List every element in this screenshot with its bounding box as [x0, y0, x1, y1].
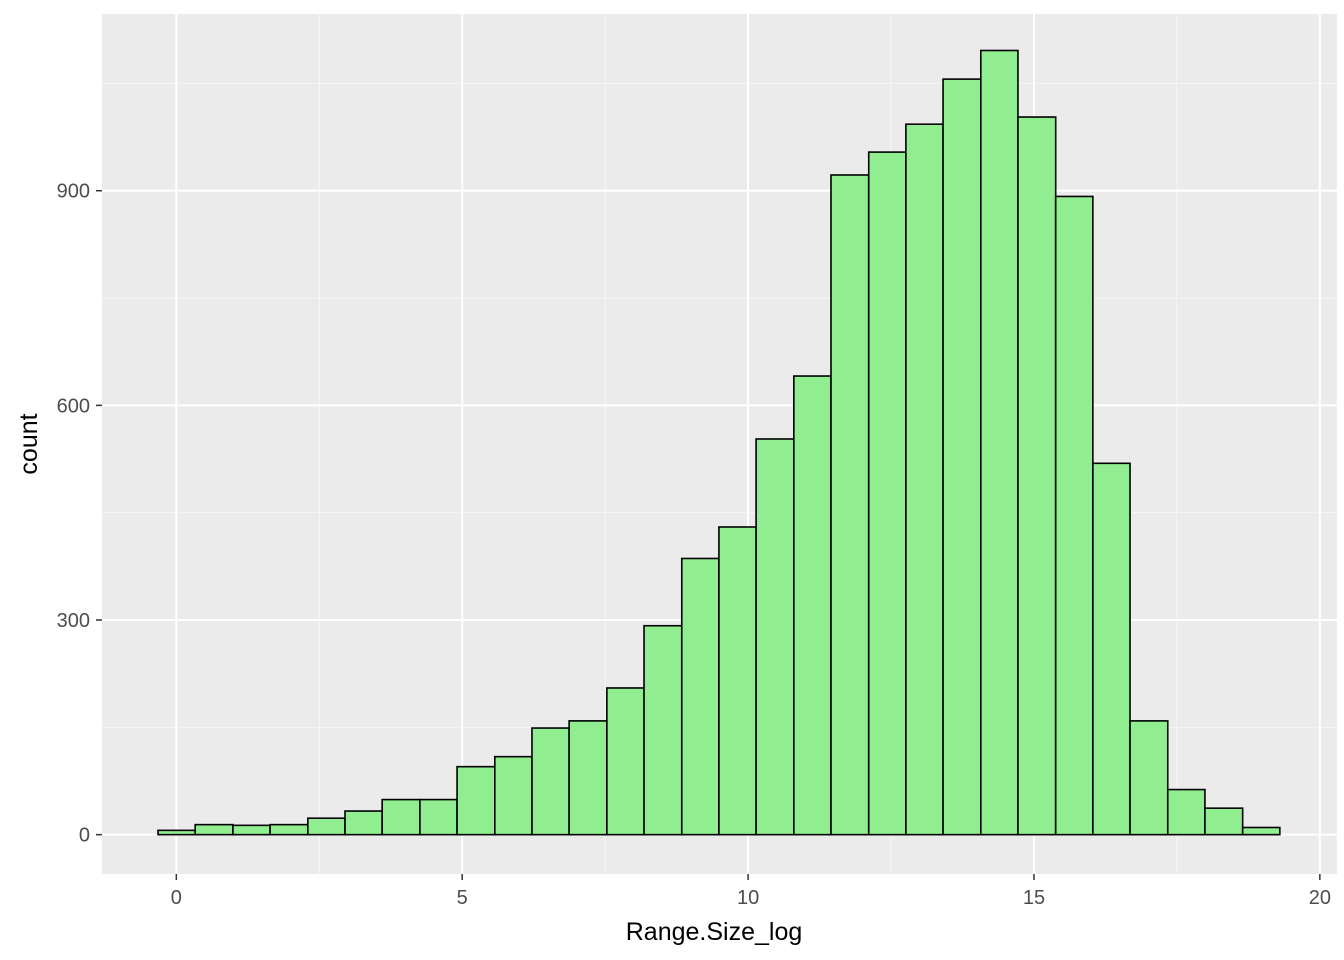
x-axis-ticks: 0 5 10 15 20 [171, 874, 1331, 909]
histogram-bar [232, 824, 271, 836]
histogram-bar [157, 829, 196, 836]
x-tick-label: 0 [171, 887, 182, 909]
y-tick-label: 0 [79, 825, 90, 847]
histogram-bar [1017, 116, 1057, 836]
histogram-bar [307, 817, 346, 836]
histogram-bar [381, 798, 421, 836]
x-tick-label: 5 [457, 887, 468, 909]
histogram-bar [905, 123, 944, 836]
histogram-bars [157, 49, 1281, 836]
histogram-bar [1129, 720, 1169, 836]
histogram-bar [1092, 462, 1131, 836]
histogram-bar [1204, 807, 1244, 836]
histogram-bar [1241, 826, 1281, 836]
histogram-bar [793, 375, 832, 836]
y-tick-label: 300 [57, 610, 90, 632]
histogram-bar [942, 78, 982, 836]
histogram-bar [568, 720, 608, 836]
histogram-bar [1166, 788, 1206, 836]
histogram-bar [867, 151, 907, 836]
x-tick-label: 15 [1023, 887, 1045, 909]
histogram-bar [755, 438, 795, 836]
histogram-bar [493, 755, 533, 836]
histogram-bar [680, 557, 720, 836]
x-axis-title: Range.Size_log [626, 918, 803, 946]
histogram-bar [979, 49, 1019, 836]
y-tick-label: 600 [57, 395, 90, 417]
histogram-bar [269, 823, 309, 836]
histogram-bar [456, 765, 496, 836]
histogram-bar [718, 526, 757, 836]
x-tick-label: 10 [737, 887, 759, 909]
y-tick-label: 900 [57, 181, 90, 203]
histogram-bar [1054, 195, 1094, 836]
histogram-bar [606, 687, 645, 836]
y-axis-title: count [15, 413, 43, 474]
histogram-bar [419, 798, 458, 836]
histogram-bar [531, 727, 570, 836]
histogram-bar [830, 174, 870, 836]
histogram-bar [643, 624, 683, 836]
histogram-bar [344, 810, 383, 836]
histogram-bar [194, 823, 234, 836]
y-axis-ticks: 0 300 600 900 [57, 181, 102, 847]
x-tick-label: 20 [1309, 887, 1331, 909]
